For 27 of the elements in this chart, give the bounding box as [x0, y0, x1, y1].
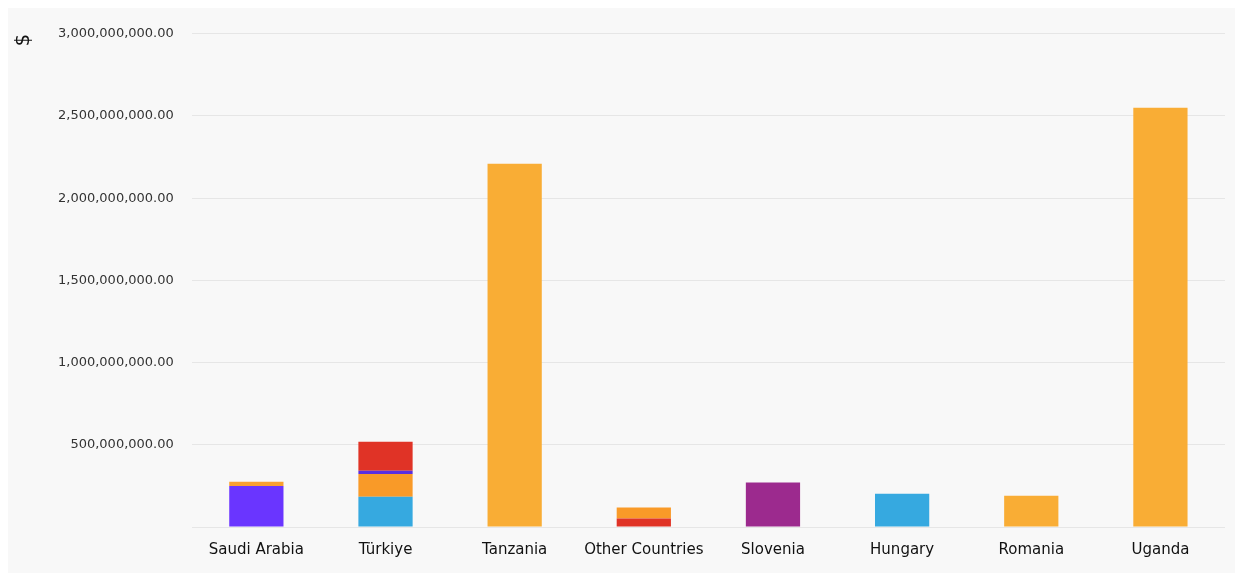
x-tick-label: Saudi Arabia: [208, 539, 304, 558]
y-tick-label: 500,000,000.00: [70, 436, 174, 452]
bar: [229, 485, 284, 527]
bar: [358, 441, 413, 471]
bar: [1004, 495, 1059, 527]
bar: [487, 163, 542, 527]
bar: [358, 470, 413, 475]
x-tick-label: Türkiye: [357, 539, 413, 558]
bar: [229, 481, 284, 486]
bar: [358, 496, 413, 527]
y-tick-label: 1,000,000,000.00: [58, 353, 174, 369]
y-tick-label: 3,000,000,000.00: [58, 25, 174, 41]
x-tick-label: Hungary: [870, 539, 935, 558]
x-tick-label: Slovenia: [741, 539, 805, 558]
x-tick-label: Other Countries: [584, 539, 704, 558]
x-tick-label: Tanzania: [481, 539, 548, 558]
bar: [875, 493, 930, 527]
y-axis-title: $: [10, 33, 35, 47]
bar: [745, 482, 801, 527]
y-tick-label: 1,500,000,000.00: [58, 271, 174, 287]
x-tick-label: Romania: [998, 539, 1065, 558]
bar: [358, 474, 413, 497]
bar: [1133, 107, 1188, 527]
y-tick-label: 2,000,000,000.00: [58, 189, 174, 205]
bar: [616, 507, 671, 519]
x-tick-label: Uganda: [1131, 539, 1190, 558]
y-tick-label: 2,500,000,000.00: [58, 107, 174, 123]
